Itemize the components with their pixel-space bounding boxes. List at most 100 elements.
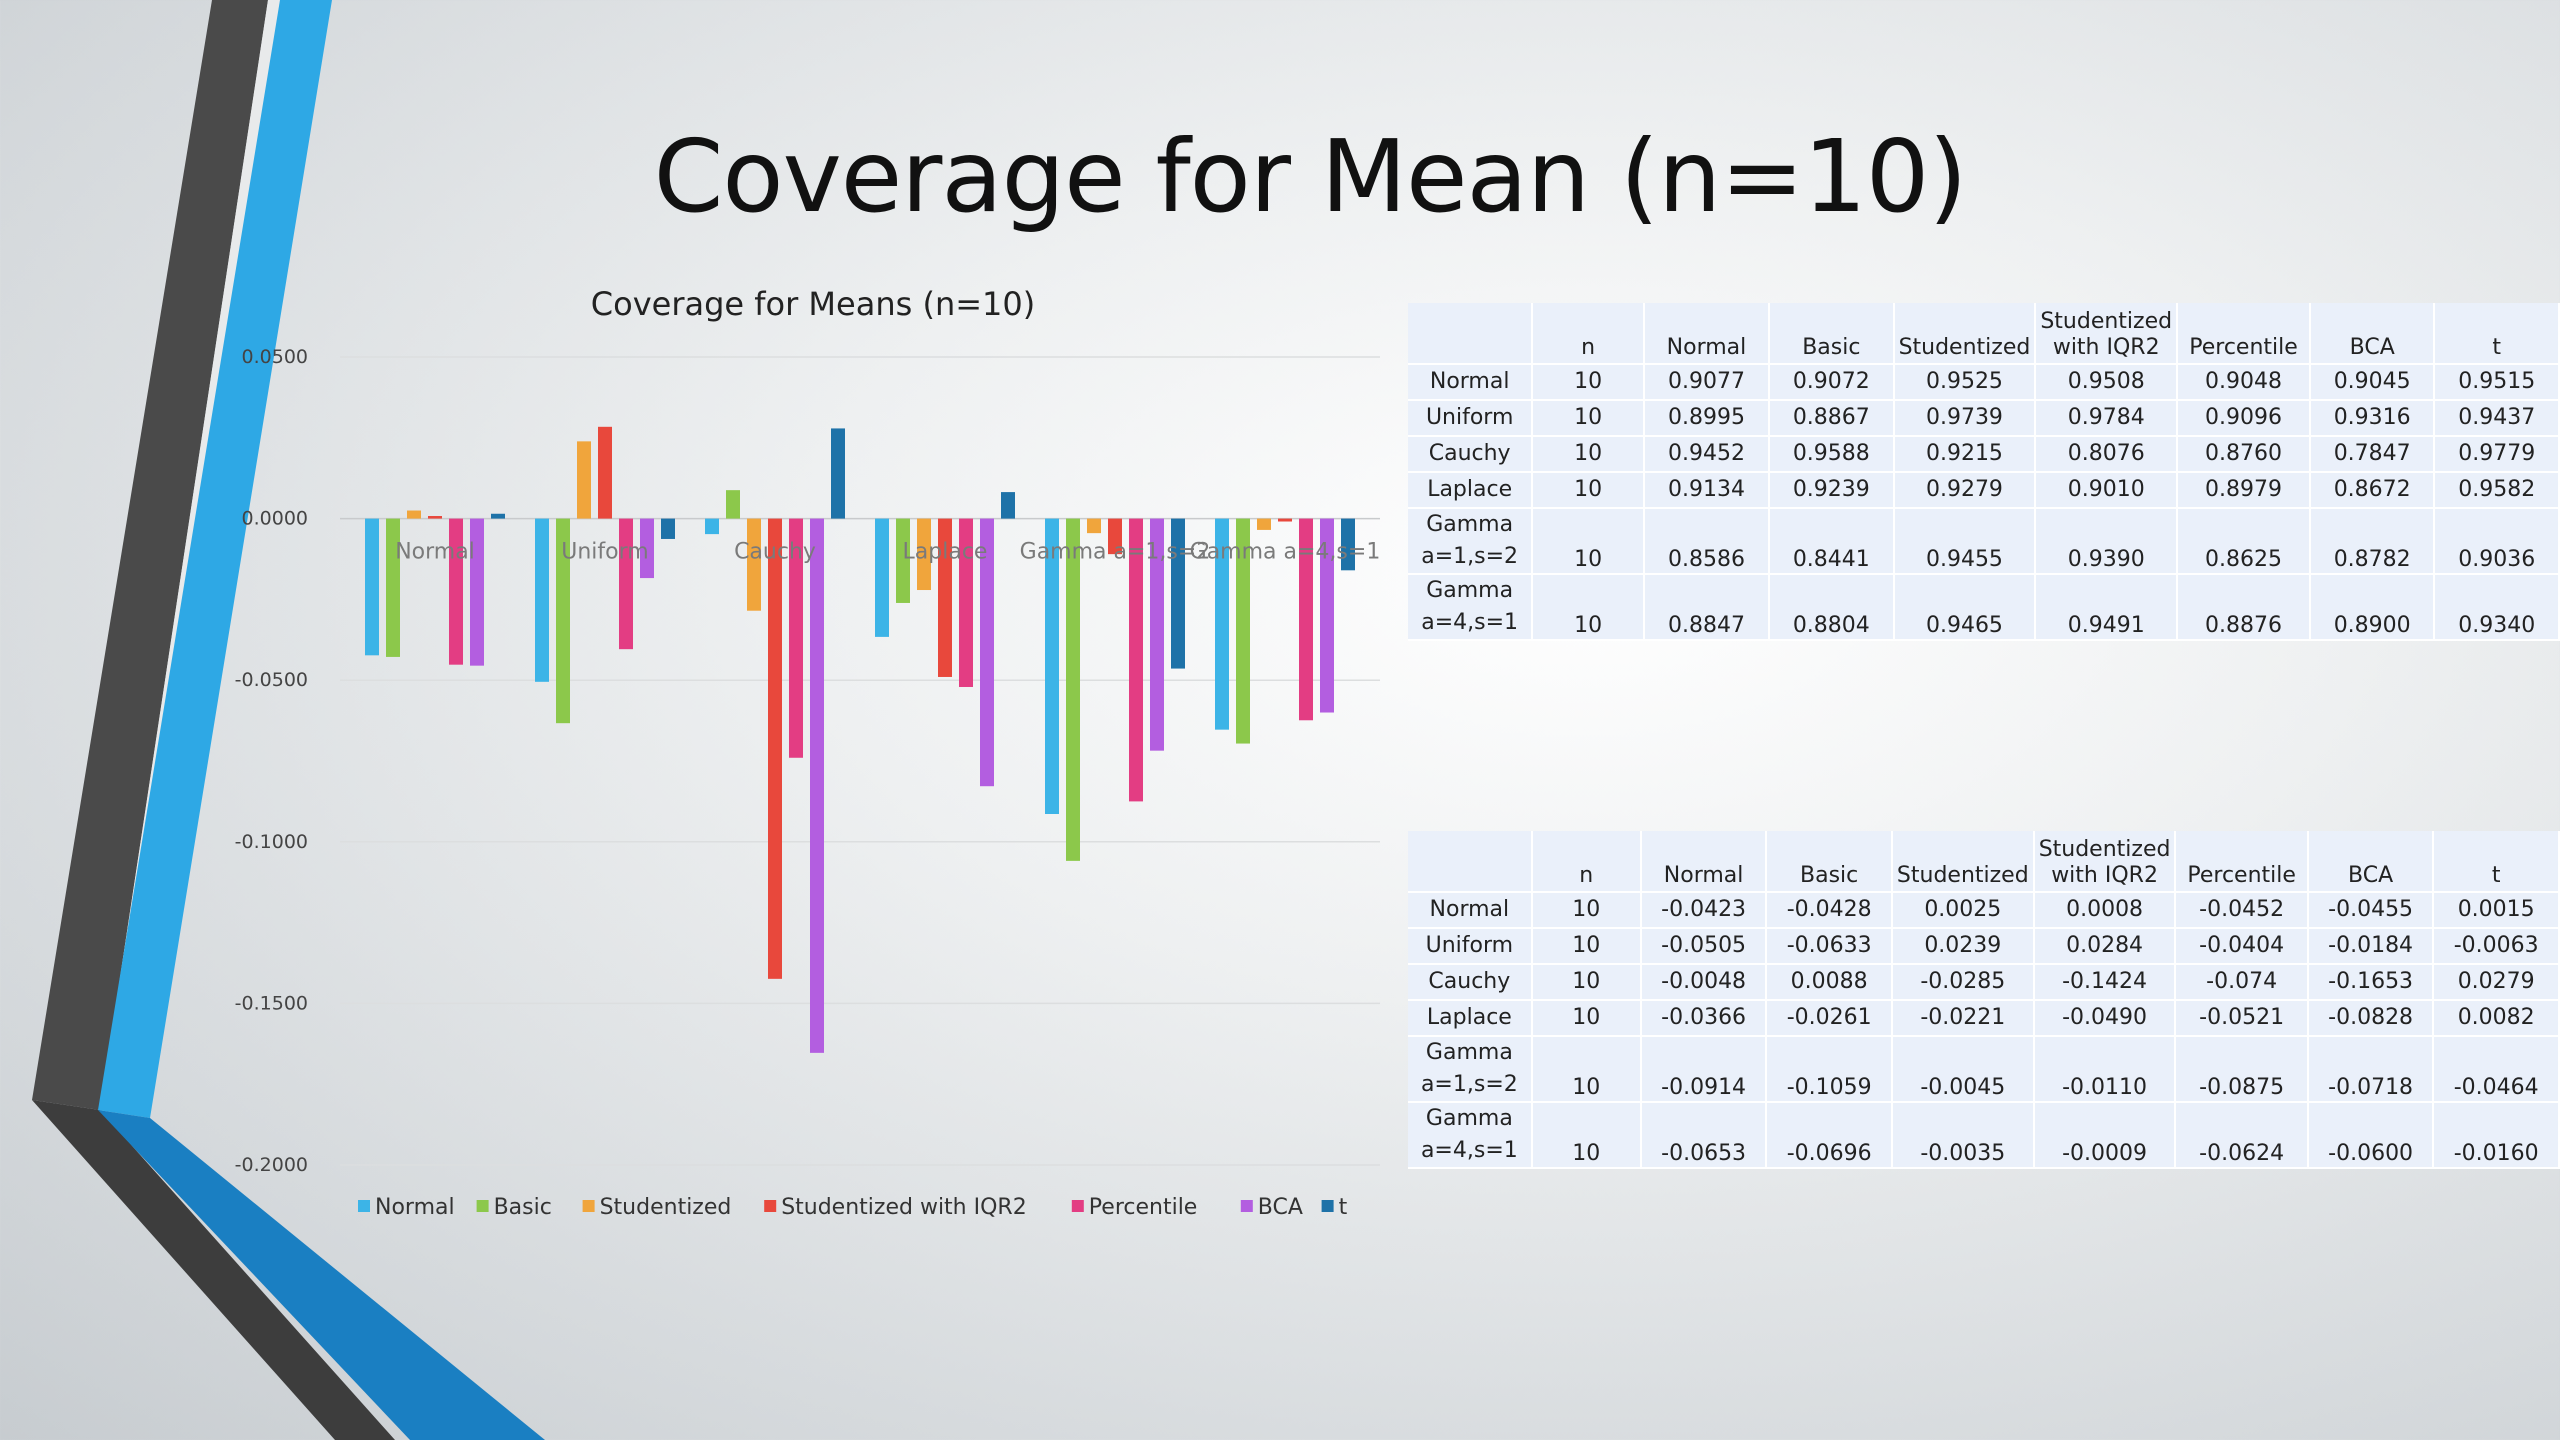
table-cell: -0.0048 <box>1640 964 1768 1001</box>
table-cell: 0.9215 <box>1893 436 2037 473</box>
y-tick-label: -0.1000 <box>235 831 308 853</box>
table-cell: -0.0653 <box>1640 1102 1768 1169</box>
table-cell: 0.9045 <box>2309 364 2436 401</box>
bar <box>1215 518 1229 730</box>
y-axis-tick-labels: 0.0500 0.0000 -0.0500 -0.1000 -0.1500 -0.2000 <box>235 346 308 1176</box>
table-header-row: n Normal Basic Studentized Studentized with … <box>1408 303 2560 365</box>
table-cell: -0.0285 <box>1891 964 2035 1001</box>
table-cell: -0.1059 <box>1766 1036 1893 1103</box>
coverage-bar-chart: Coverage for Means (n=10) 0.0500 0.0000 -0… <box>235 285 1381 1220</box>
column-header: Studentized with IQR2 <box>2033 831 2177 893</box>
table-cell: 0.0284 <box>2033 928 2177 965</box>
table-cell: 10 <box>1532 436 1645 473</box>
table-cell: 0.8625 <box>2177 508 2311 575</box>
table-cell: 0.8672 <box>2309 472 2436 509</box>
bar <box>449 518 463 665</box>
bar <box>1150 518 1164 751</box>
table-cell: 0.9036 <box>2434 508 2560 575</box>
column-header: Basic <box>1769 303 1895 365</box>
bar <box>491 513 505 519</box>
column-header: Percentile <box>2177 303 2311 365</box>
table-cell: -0.0009 <box>2033 1102 2177 1169</box>
legend-swatch <box>764 1200 777 1212</box>
row-label: Normal <box>1408 364 1534 401</box>
table-cell: 0.0015 <box>2433 892 2560 929</box>
table-cell: -0.0696 <box>1766 1102 1893 1169</box>
table-cell: 0.8995 <box>1643 400 1771 437</box>
table-cell: 0.9072 <box>1769 364 1895 401</box>
table-cell: 0.9096 <box>2177 400 2311 437</box>
category-label: Gamma a=1,s=2 <box>1020 540 1211 565</box>
table-cell: -0.0455 <box>2307 892 2435 929</box>
table-cell: -0.0423 <box>1640 892 1768 929</box>
table-cell: 0.9316 <box>2309 400 2436 437</box>
table-cell: 10 <box>1531 964 1642 1001</box>
table-cell: -0.0600 <box>2307 1102 2435 1169</box>
table-row: Uniform 10 -0.0505 -0.0633 0.0239 0.0284 -0.04… <box>1408 928 2560 965</box>
table-cell: -0.0035 <box>1891 1102 2035 1169</box>
table-cell: -0.0505 <box>1640 928 1768 965</box>
legend-swatch <box>1071 1200 1084 1212</box>
table-cell: -0.0366 <box>1640 1000 1768 1037</box>
column-header: Normal <box>1643 303 1771 365</box>
table-cell: 0.0239 <box>1891 928 2035 965</box>
table-cell: 10 <box>1531 892 1642 929</box>
table-cell: 0.8441 <box>1769 508 1895 575</box>
column-header: Basic <box>1766 831 1893 893</box>
bar <box>577 441 591 519</box>
category-label: Laplace <box>903 540 988 565</box>
row-label: Uniform <box>1408 928 1533 965</box>
bar <box>726 490 740 519</box>
bar <box>938 518 952 677</box>
table-cell: 10 <box>1532 472 1645 509</box>
table-cell: -0.074 <box>2175 964 2309 1001</box>
bar <box>831 428 845 519</box>
bar <box>365 518 379 656</box>
y-tick-label: -0.1500 <box>235 992 308 1014</box>
y-tick-label: -0.2000 <box>235 1154 308 1176</box>
bar <box>1108 518 1122 555</box>
bar <box>705 518 719 535</box>
bar <box>1171 518 1185 669</box>
table-cell: 10 <box>1532 364 1645 401</box>
bar <box>386 518 400 657</box>
table-cell: 0.9010 <box>2035 472 2179 509</box>
table-cell: 0.0025 <box>1891 892 2035 929</box>
bar <box>875 518 889 637</box>
table-cell: 0.9437 <box>2434 400 2560 437</box>
bar <box>640 518 654 579</box>
table-cell: 0.9239 <box>1769 472 1895 509</box>
table-cell: 0.9582 <box>2434 472 2560 509</box>
table-cell: 0.9515 <box>2434 364 2560 401</box>
bar <box>768 518 782 979</box>
table-cell: 0.9508 <box>2035 364 2179 401</box>
table-cell: -0.0828 <box>2307 1000 2435 1037</box>
column-header: Studentized with IQR2 <box>2035 303 2179 365</box>
y-tick-label: -0.0500 <box>235 669 308 691</box>
table-cell: -0.0914 <box>1640 1036 1768 1103</box>
row-label: Laplace <box>1408 472 1534 509</box>
bar <box>556 518 570 724</box>
category-label: Uniform <box>561 540 648 565</box>
coverage-difference-table: n Normal Basic Studentized Studentized with … <box>1408 831 2560 1169</box>
table-cell: -0.0490 <box>2033 1000 2177 1037</box>
column-header: BCA <box>2309 303 2436 365</box>
column-header: BCA <box>2307 831 2435 893</box>
table-row: Gamma a=4,s=1 10 -0.0653 -0.0696 -0.0035 -0.0… <box>1408 1102 2560 1169</box>
table-cell: -0.0428 <box>1766 892 1893 929</box>
column-header: n <box>1531 831 1642 893</box>
table-row: Gamma a=1,s=2 10 -0.0914 -0.1059 -0.0045 -0.0… <box>1408 1036 2560 1103</box>
table-cell: 0.8586 <box>1643 508 1771 575</box>
column-header: Studentized <box>1893 303 2037 365</box>
table-cell: -0.0110 <box>2033 1036 2177 1103</box>
table-cell: -0.0521 <box>2175 1000 2309 1037</box>
bar <box>917 518 931 591</box>
table-cell: -0.0718 <box>2307 1036 2435 1103</box>
bar <box>619 518 633 650</box>
table-cell: 0.8867 <box>1769 400 1895 437</box>
table-cell: 0.8900 <box>2309 574 2436 641</box>
bar <box>1236 518 1250 744</box>
category-label: Cauchy <box>734 540 816 565</box>
table-row: Gamma a=1,s=2 10 0.8586 0.8441 0.9455 0.9390 0… <box>1408 508 2560 575</box>
